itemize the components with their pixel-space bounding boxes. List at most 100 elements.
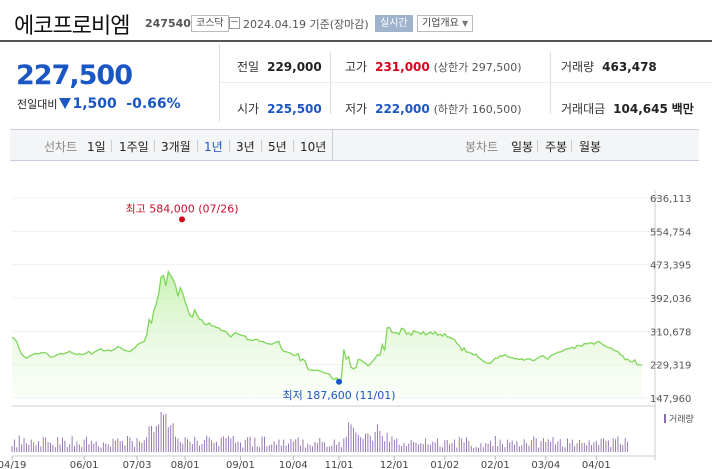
volume-bar	[408, 443, 410, 452]
period-10y[interactable]: 10년	[300, 140, 327, 154]
volume-bar	[369, 435, 371, 452]
volume-bar	[83, 439, 85, 452]
volume-bar	[451, 442, 453, 452]
candle-daily[interactable]: 일봉	[511, 140, 534, 154]
x-tick-label: 09/01	[226, 460, 255, 469]
price-area	[12, 271, 642, 398]
volume-bar	[504, 447, 506, 452]
volume-bar	[321, 441, 323, 452]
volume-bar	[184, 437, 186, 452]
volume-bar	[441, 447, 443, 452]
y-tick-label: 147,960	[650, 394, 691, 405]
low-marker	[336, 378, 343, 385]
volume-bar	[538, 447, 540, 452]
x-tick-label: 04/01	[582, 460, 611, 469]
volume-bar	[494, 436, 496, 452]
period-5y[interactable]: 5년	[268, 140, 287, 154]
x-tick-label: 08/01	[171, 460, 200, 469]
volume-bar	[333, 439, 335, 452]
stat-volume: 거래량 463,478	[561, 60, 657, 74]
volume-bar	[554, 444, 556, 452]
volume-bar	[627, 441, 629, 452]
volume-bar	[595, 440, 597, 452]
volume-bar	[360, 437, 362, 452]
candle-monthly[interactable]: 월봉	[579, 140, 602, 154]
volume-bar	[502, 444, 503, 452]
period-3y[interactable]: 3년	[236, 140, 255, 154]
price-chart[interactable]: 636,113 554,754 473,395 392,036 310,678 229,3…	[0, 180, 712, 469]
volume-bar	[45, 437, 47, 452]
volume-bar	[603, 438, 604, 452]
volume-bar	[300, 445, 301, 452]
volume-bar	[357, 434, 359, 452]
period-3m[interactable]: 3개월	[161, 140, 191, 154]
volume-bar	[93, 443, 95, 452]
volume-bar	[622, 445, 624, 452]
volume-bar	[59, 444, 61, 452]
volume-bar	[432, 441, 434, 452]
volume-bar	[141, 442, 143, 452]
volume-bar	[350, 424, 352, 452]
volume-bar	[367, 433, 369, 452]
volume-bar	[266, 446, 268, 452]
volume-bar	[338, 442, 340, 452]
period-1y[interactable]: 1년	[204, 140, 223, 154]
volume-bar	[81, 446, 83, 452]
volume-bar	[151, 426, 152, 452]
volume-bar	[571, 439, 573, 452]
volume-bar	[319, 438, 321, 452]
volume-bar	[381, 436, 383, 452]
volume-bar	[90, 440, 92, 452]
period-1w[interactable]: 1주일	[119, 140, 149, 154]
volume-bar	[110, 446, 112, 452]
volume-bar	[391, 436, 393, 452]
volume-bar	[259, 447, 261, 452]
volume-bar	[345, 436, 347, 452]
volume-bar	[453, 439, 455, 452]
volume-bar	[314, 442, 316, 452]
volume-bar	[497, 446, 499, 452]
candle-weekly[interactable]: 주봉	[545, 140, 568, 154]
volume-bar	[511, 440, 513, 452]
volume-bar	[410, 440, 412, 452]
stock-name: 에코프로비엠	[14, 14, 130, 39]
volume-bar	[372, 440, 374, 452]
volume-bar	[478, 447, 479, 452]
volume-legend: 거래량	[664, 412, 694, 425]
volume-bar	[191, 444, 193, 452]
volume-bar	[377, 424, 378, 452]
y-tick-label: 310,678	[650, 327, 691, 338]
stat-amount: 거래대금 104,645 백만	[561, 102, 694, 116]
volume-bar	[463, 442, 465, 452]
volume-bar	[98, 446, 100, 452]
volume-bar	[420, 443, 422, 452]
period-1d[interactable]: 1일	[87, 140, 106, 154]
volume-bar	[475, 446, 477, 452]
volume-bar	[223, 436, 225, 452]
calendar-icon	[229, 17, 240, 29]
volume-bar	[47, 442, 49, 452]
volume-bar	[206, 435, 208, 452]
volume-bar	[213, 442, 215, 452]
volume-bar	[429, 444, 431, 452]
realtime-button[interactable]: 실시간	[375, 15, 413, 32]
volume-bar	[211, 440, 213, 452]
volume-bar	[187, 439, 188, 452]
volume-bar	[336, 444, 338, 452]
volume-bar	[610, 446, 612, 452]
volume-bar	[189, 441, 191, 452]
volume-bar	[348, 422, 350, 452]
volume-bar	[485, 443, 487, 452]
volume-bar	[40, 446, 42, 452]
volume-bar	[283, 439, 285, 452]
stat-high: 고가 231,000 (상한가 297,500)	[345, 60, 522, 74]
volume-bar	[119, 441, 121, 452]
company-info-dropdown[interactable]: 기업개요 ▼	[417, 15, 474, 32]
volume-bar	[230, 438, 232, 452]
high-annotation: 최고 584,000 (07/26)	[125, 202, 238, 215]
chevron-down-icon: ▼	[462, 19, 469, 28]
volume-bar	[417, 444, 419, 452]
volume-bar	[328, 446, 330, 452]
volume-bar	[201, 444, 203, 452]
volume-bar	[343, 438, 345, 452]
